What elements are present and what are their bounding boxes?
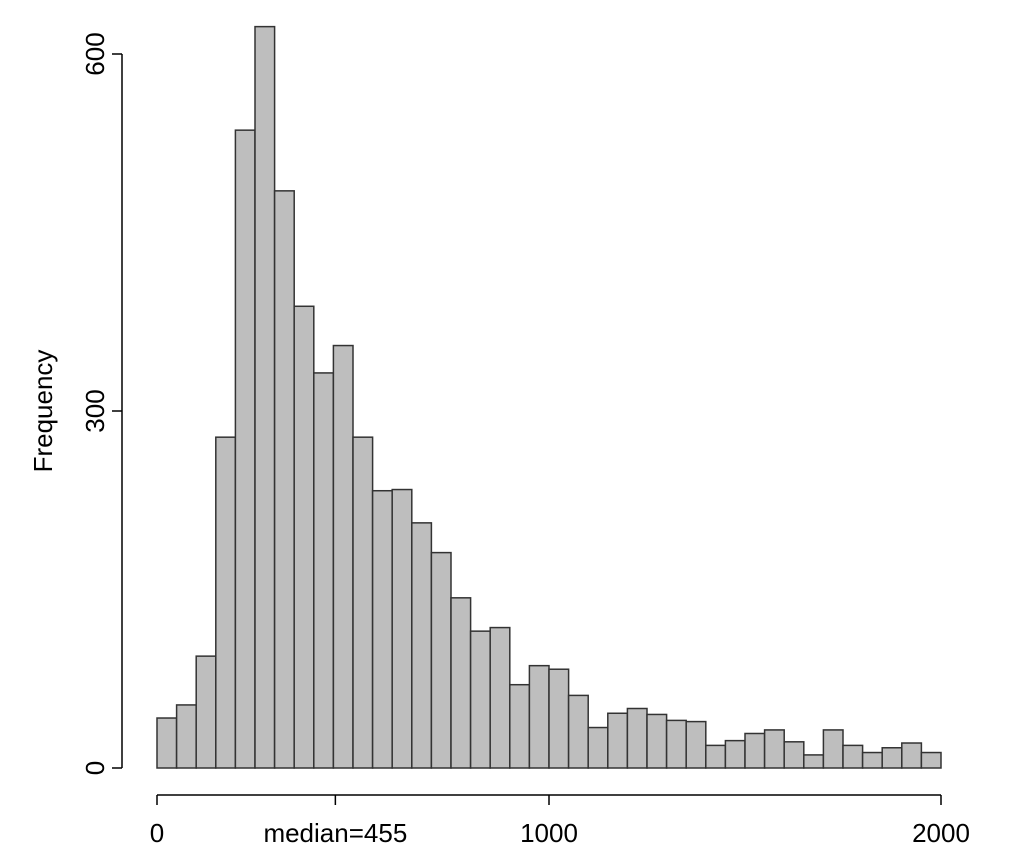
bar [685, 720, 707, 769]
bar [489, 626, 511, 769]
bar [313, 372, 335, 769]
bar [215, 436, 237, 769]
y-axis-label: Frequency [28, 350, 58, 473]
y-tick-label: 0 [80, 761, 110, 775]
bar [920, 751, 942, 769]
bar [332, 344, 354, 769]
bar [234, 129, 256, 769]
x-tick-label: 1000 [520, 818, 578, 848]
bar [587, 726, 609, 769]
bar [175, 704, 197, 769]
bar [646, 713, 668, 769]
bar [763, 729, 785, 769]
bar [607, 712, 629, 769]
bar [744, 732, 766, 769]
bar [783, 741, 805, 769]
bar [156, 717, 178, 769]
x-tick-label: 0 [150, 818, 164, 848]
bar [509, 683, 531, 769]
bar [705, 744, 727, 769]
bar [803, 754, 825, 769]
bar [273, 190, 295, 769]
bar [195, 655, 217, 769]
bar [881, 747, 903, 769]
bar [254, 25, 276, 769]
x-tick-label: 2000 [912, 818, 970, 848]
bar [901, 742, 923, 769]
bar [352, 436, 374, 769]
bar [861, 751, 883, 769]
bar [293, 305, 315, 769]
bar [567, 694, 589, 769]
bar [469, 630, 491, 769]
bar [822, 729, 844, 769]
bar [391, 488, 413, 769]
bar [528, 664, 550, 769]
bar [430, 551, 452, 769]
bar [450, 597, 472, 769]
y-tick-label: 300 [80, 389, 110, 432]
bar [724, 739, 746, 769]
bar [548, 668, 570, 769]
x-tick-label: median=455 [263, 818, 407, 848]
bar [371, 489, 393, 769]
bar [665, 719, 687, 769]
bar [626, 707, 648, 769]
y-tick-label: 600 [80, 32, 110, 75]
bar [842, 744, 864, 769]
bar [411, 522, 433, 769]
